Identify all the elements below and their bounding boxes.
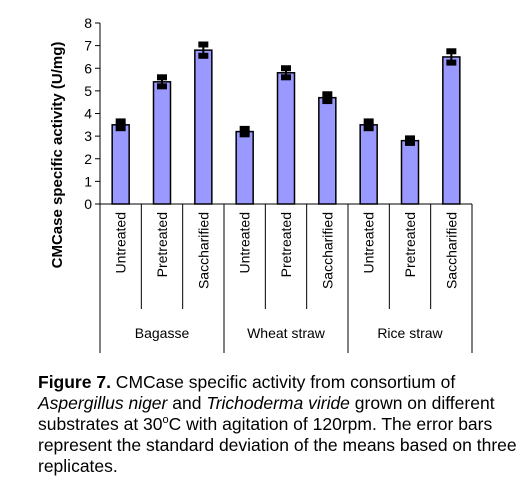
plot-area: 0 1 2 3 4 5 6 7 8 Untreated Pretreated Saccharified… bbox=[84, 15, 473, 353]
error-bar-cap bbox=[446, 59, 457, 66]
category-label: Untreated bbox=[237, 212, 253, 273]
category-label: Saccharified bbox=[319, 212, 335, 289]
y-axis-label: CMCase specific activity (U/mg) bbox=[49, 42, 66, 269]
error-bar-cap bbox=[446, 48, 457, 55]
figure-caption: Figure 7. CMCase specific activity from … bbox=[38, 372, 522, 477]
group-label: Wheat straw bbox=[247, 325, 326, 341]
y-tick-label: 0 bbox=[84, 196, 92, 212]
y-tick-label: 7 bbox=[84, 38, 92, 54]
y-tick-label: 1 bbox=[84, 173, 92, 189]
caption-species-2: Trichoderma viride bbox=[206, 393, 350, 413]
y-tick-label: 8 bbox=[84, 15, 92, 31]
caption-degree: o bbox=[162, 414, 169, 427]
error-bar-cap bbox=[322, 91, 333, 98]
bar bbox=[152, 81, 172, 205]
bar bbox=[400, 139, 420, 205]
error-bar-cap bbox=[363, 125, 374, 132]
group-label: Rice straw bbox=[377, 325, 443, 341]
bar bbox=[235, 130, 254, 205]
caption-label: Figure 7. bbox=[38, 372, 111, 392]
error-bar-cap bbox=[239, 125, 250, 132]
category-label: Pretreated bbox=[402, 212, 418, 277]
error-bar-cap bbox=[363, 118, 374, 125]
category-label: Pretreated bbox=[154, 212, 170, 277]
caption-text-1: CMCase specific activity from consortium… bbox=[110, 372, 456, 392]
y-tick-label: 3 bbox=[84, 128, 92, 144]
error-bar-cap bbox=[157, 74, 167, 81]
bar bbox=[359, 124, 378, 205]
caption-text-2: and bbox=[167, 393, 207, 413]
category-label: Saccharified bbox=[443, 212, 459, 289]
error-bar-cap bbox=[322, 98, 333, 105]
error-bar-cap bbox=[198, 41, 209, 48]
error-bar-cap bbox=[115, 118, 126, 125]
chart: CMCase specific activity (U/mg) 0 1 2 3 4 5 6 7… bbox=[49, 15, 473, 353]
bar bbox=[111, 124, 130, 205]
error-bar-cap bbox=[157, 83, 167, 90]
error-bar-cap bbox=[405, 135, 415, 142]
caption-species-1: Aspergillus niger bbox=[38, 393, 168, 413]
category-label: Untreated bbox=[113, 212, 129, 273]
bar bbox=[442, 56, 461, 205]
bar bbox=[276, 72, 296, 205]
bar bbox=[194, 49, 213, 205]
error-bar-cap bbox=[405, 139, 415, 146]
error-bar-cap bbox=[239, 131, 250, 138]
error-bar-cap bbox=[198, 52, 209, 59]
y-tick-label: 5 bbox=[84, 83, 92, 99]
caption-text-4: C with agitation of 120rpm. The error ba… bbox=[38, 414, 517, 476]
category-label: Saccharified bbox=[195, 212, 211, 289]
y-tick-label: 6 bbox=[84, 60, 92, 76]
y-tick-label: 4 bbox=[84, 106, 92, 122]
caption-text-3: grown on different substrates at 30 bbox=[38, 393, 495, 434]
category-label: Untreated bbox=[361, 212, 377, 273]
error-bar-cap bbox=[281, 65, 291, 72]
y-tick-label: 2 bbox=[84, 151, 92, 167]
group-label: Bagasse bbox=[135, 325, 190, 341]
error-bar-cap bbox=[115, 125, 126, 132]
error-bar-cap bbox=[281, 74, 291, 81]
category-label: Pretreated bbox=[278, 212, 294, 277]
bar bbox=[318, 96, 337, 205]
